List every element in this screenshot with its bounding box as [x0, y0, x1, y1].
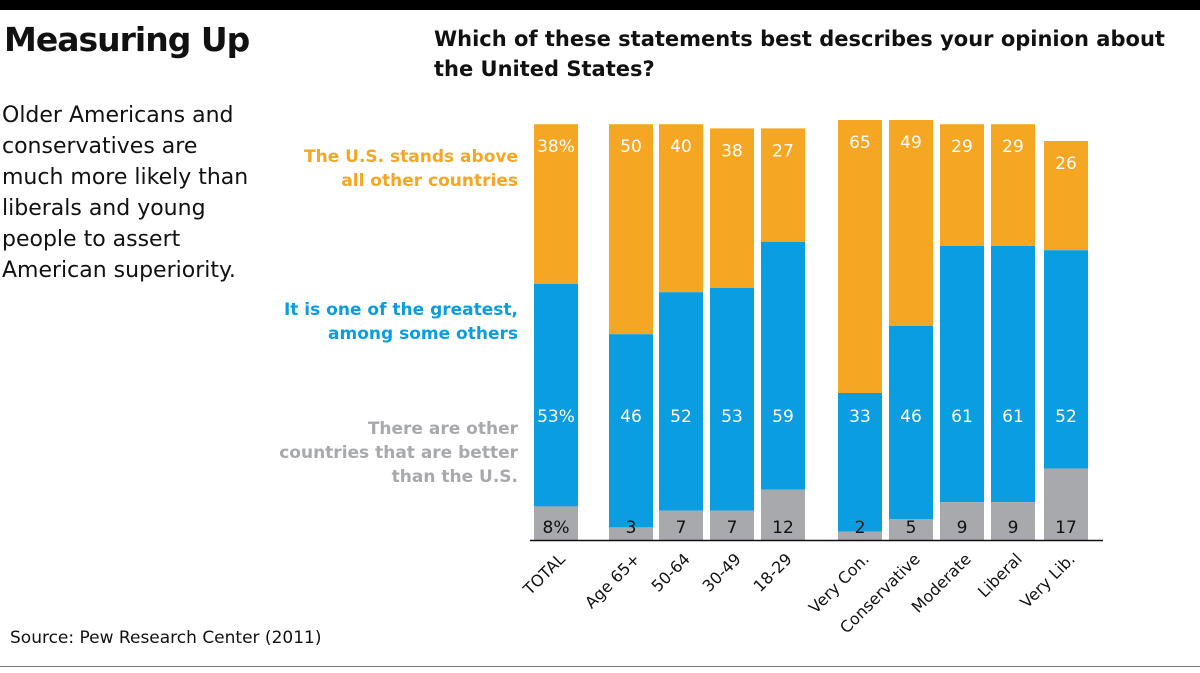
data-label-bottom: 17 [1055, 518, 1077, 538]
data-label-top: 38 [721, 141, 743, 161]
bar-segment-top [940, 124, 984, 246]
bar-segment-middle [838, 393, 882, 532]
bar-segment-bottom [838, 531, 882, 540]
bar-segment-bottom [710, 510, 754, 540]
data-label-bottom: 12 [772, 518, 794, 538]
category-tick-label: Liberal [974, 549, 1026, 601]
data-label-bottom: 2 [855, 518, 866, 538]
data-label-top: 26 [1055, 154, 1077, 174]
bar-segment-middle [659, 292, 703, 511]
data-label-middle: 53% [537, 407, 575, 427]
bar-segment-middle [609, 334, 653, 528]
bar-segment-bottom [1044, 468, 1088, 540]
legend-label-top: The U.S. stands above all other countrie… [304, 147, 518, 191]
data-label-top: 29 [1002, 137, 1024, 157]
bar-segment-bottom [609, 527, 653, 540]
data-label-middle: 33 [849, 407, 871, 427]
data-label-middle: 61 [1002, 407, 1024, 427]
data-label-bottom: 3 [626, 518, 637, 538]
bar-segment-top [710, 128, 754, 288]
bar-segment-top [889, 120, 933, 326]
category-tick-label: Very Lib. [1016, 549, 1078, 611]
bottom-rule [0, 666, 1200, 667]
bar-segment-middle [991, 246, 1035, 503]
data-label-bottom: 7 [727, 518, 738, 538]
legend-label-middle: It is one of the greatest, among some ot… [283, 300, 518, 344]
legend-label-bottom: There are other countries that are bette… [279, 419, 518, 487]
bar-segment-middle [534, 283, 578, 507]
data-label-middle: 52 [1055, 407, 1077, 427]
bar-segment-middle [1044, 250, 1088, 469]
data-label-top: 49 [900, 133, 922, 153]
category-tick-label: 18-29 [750, 549, 796, 595]
bar-segment-middle [889, 325, 933, 519]
data-label-bottom: 7 [676, 518, 687, 538]
chart-title: Which of these statements best describes… [434, 27, 1165, 81]
data-label-bottom: 8% [543, 518, 570, 538]
category-tick-label: TOTAL [519, 549, 569, 599]
data-label-bottom: 9 [957, 518, 968, 538]
bar-segment-middle [940, 246, 984, 503]
data-label-top: 38% [537, 137, 575, 157]
data-label-middle: 52 [670, 407, 692, 427]
data-label-top: 29 [951, 137, 973, 157]
data-label-top: 40 [670, 137, 692, 157]
bar-segment-bottom [940, 502, 984, 540]
bar-segment-top [659, 124, 703, 293]
bar-segment-bottom [761, 489, 805, 540]
data-label-top: 27 [772, 141, 794, 161]
data-label-middle: 53 [721, 407, 743, 427]
bar-segment-top [609, 124, 653, 335]
bar-segment-top [1044, 141, 1088, 251]
bar-segment-top [838, 120, 882, 393]
bar-segment-bottom [889, 519, 933, 540]
category-tick-label: 50-64 [648, 549, 694, 595]
data-label-bottom: 9 [1008, 518, 1019, 538]
bar-segment-top [534, 124, 578, 284]
headline: Measuring Up [4, 20, 250, 59]
top-rule [0, 0, 1200, 10]
data-label-middle: 46 [620, 407, 642, 427]
data-label-middle: 59 [772, 407, 794, 427]
bar-segment-bottom [991, 502, 1035, 540]
category-tick-label: 30-49 [699, 549, 745, 595]
data-label-middle: 61 [951, 407, 973, 427]
data-label-top: 65 [849, 133, 871, 153]
data-label-middle: 46 [900, 407, 922, 427]
summary-text: Older Americans and conservatives are mu… [2, 103, 249, 283]
data-label-bottom: 5 [906, 518, 917, 538]
bar-segment-top [991, 124, 1035, 246]
bar-segment-bottom [534, 506, 578, 540]
bar-segment-middle [710, 288, 754, 511]
bar-segment-bottom [659, 510, 703, 540]
bar-segment-middle [761, 241, 805, 490]
category-tick-label: Age 65+ [581, 549, 644, 612]
data-label-top: 50 [620, 137, 642, 157]
source-note: Source: Pew Research Center (2011) [10, 628, 322, 648]
bar-segment-top [761, 128, 805, 242]
